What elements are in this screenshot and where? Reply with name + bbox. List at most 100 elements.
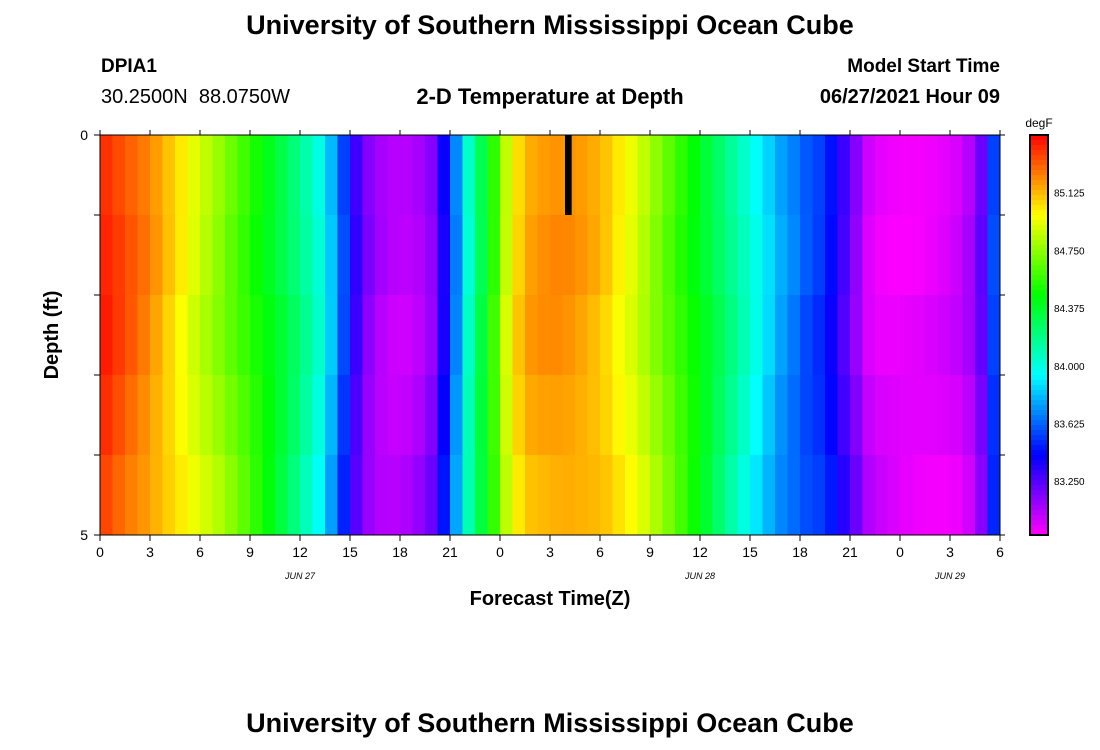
heatmap-cell [162,135,176,216]
heatmap-cell [950,135,963,216]
heatmap-cell [112,295,126,376]
colorbar-segment [1030,225,1048,231]
x-tick-label: 3 [146,544,154,560]
heatmap-cell [462,215,476,296]
heatmap-cell [300,375,313,456]
heatmap-cell [325,135,338,216]
heatmap-cell [962,215,976,296]
y-tick-label: 5 [80,527,88,543]
heatmap-cell [962,295,976,376]
colorbar-segment [1030,495,1048,501]
heatmap-cell [175,215,188,296]
heatmap-cell [150,455,163,536]
colorbar-segment [1030,380,1048,386]
y-axis-label: Depth (ft) [41,291,63,380]
heatmap-cell [987,455,1001,536]
heatmap-cell [887,135,901,216]
heatmap-cell [550,135,563,216]
heatmap-cell [812,215,826,296]
x-tick-label: 18 [392,544,408,560]
heatmap-cell [175,375,188,456]
heatmap-cell [687,455,701,536]
colorbar-segment [1030,430,1048,436]
heatmap-cell [462,375,476,456]
heatmap-cell [687,135,701,216]
heatmap-cell [375,455,388,536]
heatmap-cell [925,295,938,376]
x-tick-label: 6 [996,544,1004,560]
heatmap-cell [550,375,563,456]
axes: 0 3 6 9 12 15 18 21 0 3 6 9 12 15 18 21 0 3 6 JUN 27 JUN 28 J… [80,127,1005,581]
colorbar-segment [1030,230,1048,236]
heatmap-cell [275,455,288,536]
heatmap-cell [825,215,838,296]
heatmap-cell [737,215,751,296]
heatmap-cell [775,215,788,296]
heatmap-cell [987,135,1001,216]
colorbar-segment [1030,215,1048,221]
heatmap-cell [450,215,463,296]
heatmap-cell [525,375,538,456]
heatmap-cell [212,135,226,216]
heatmap-cell [862,215,876,296]
heatmap-cell [437,135,451,216]
heatmap-cell [787,215,801,296]
heatmap-cell [212,295,226,376]
heatmap-cell [925,455,938,536]
heatmap-cell [262,215,276,296]
heatmap-cell [875,295,888,376]
heatmap-cell [362,295,376,376]
heatmap-cell [537,215,551,296]
heatmap-cell [700,295,713,376]
heatmap-cell [787,135,801,216]
heatmap-cell [500,455,513,536]
heatmap-cell [137,215,151,296]
heatmap-cell [787,375,801,456]
heatmap-cell [600,295,613,376]
colorbar-segment [1030,455,1048,461]
station-id: DPIA1 [101,56,157,77]
heatmap-cell [925,375,938,456]
heatmap-cell [375,295,388,376]
heatmap-cell [562,295,576,376]
heatmap-cell [662,375,676,456]
colorbar-segment [1030,425,1048,431]
heatmap-cell [300,215,313,296]
heatmap-cell [675,375,688,456]
x-tick-label: 0 [96,544,104,560]
colorbar-segment [1030,420,1048,426]
heatmap-cell [512,135,526,216]
heatmap-cell [925,215,938,296]
heatmap-cell [750,375,763,456]
heatmap-cell [825,135,838,216]
colorbar-tick-label: 84.000 [1054,362,1085,373]
colorbar-segment [1030,410,1048,416]
heatmap-cell [937,375,951,456]
heatmap-cell [337,375,351,456]
heatmap-cell [412,135,426,216]
heatmap-cell [687,375,701,456]
heatmap-cell [362,375,376,456]
missing-data-block [565,135,572,215]
heatmap-cell [900,215,913,296]
colorbar-segment [1030,205,1048,211]
heatmap-cell [950,215,963,296]
heatmap-cell [775,375,788,456]
heatmap-cell [537,295,551,376]
heatmap-cell [475,135,488,216]
heatmap-cell [962,135,976,216]
heatmap-cell [962,455,976,536]
colorbar-segment [1030,515,1048,521]
colorbar-segment [1030,315,1048,321]
heatmap-cell [112,375,126,456]
heatmap-cell [812,455,826,536]
heatmap-cell [975,455,988,536]
heatmap-cell [812,375,826,456]
heatmap-cell [975,215,988,296]
heatmap-cell [587,295,601,376]
heatmap-cell [800,135,813,216]
heatmap-cell [425,135,438,216]
heatmap-cell [875,215,888,296]
heatmap-cell [662,295,676,376]
heatmap-cell [225,215,238,296]
